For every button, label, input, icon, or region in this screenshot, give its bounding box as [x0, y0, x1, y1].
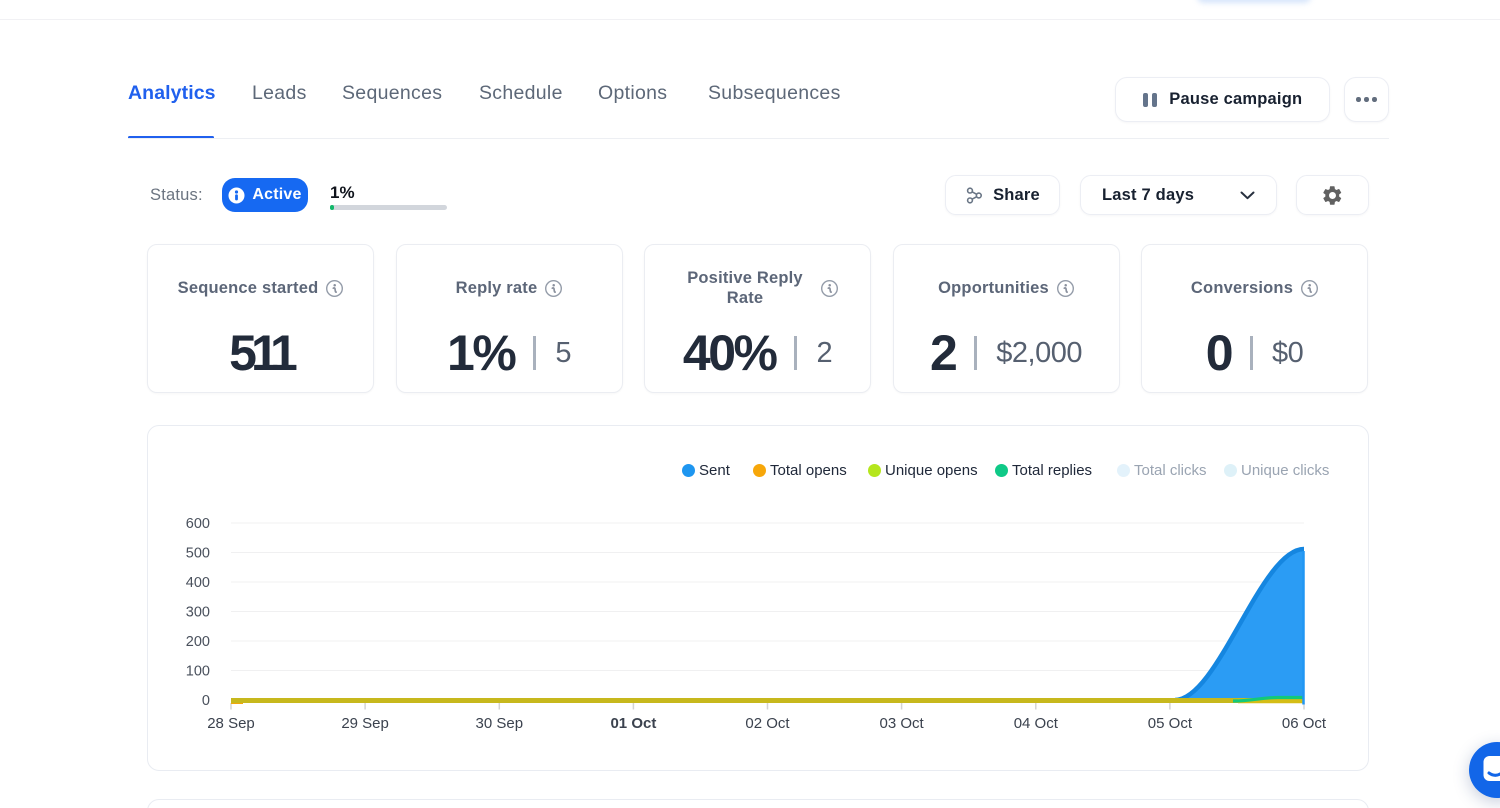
svg-text:200: 200	[186, 634, 210, 650]
svg-text:600: 600	[186, 516, 210, 532]
svg-text:04 Oct: 04 Oct	[1014, 715, 1059, 732]
svg-text:28 Sep: 28 Sep	[207, 715, 255, 732]
svg-text:30 Sep: 30 Sep	[476, 715, 524, 732]
svg-text:02 Oct: 02 Oct	[745, 715, 790, 732]
svg-text:29 Sep: 29 Sep	[341, 715, 389, 732]
svg-text:0: 0	[202, 693, 210, 709]
svg-text:300: 300	[186, 605, 210, 621]
svg-text:01 Oct: 01 Oct	[610, 715, 656, 732]
svg-text:400: 400	[186, 575, 210, 591]
svg-text:100: 100	[186, 664, 210, 680]
svg-text:05 Oct: 05 Oct	[1148, 715, 1193, 732]
svg-text:03 Oct: 03 Oct	[880, 715, 925, 732]
svg-text:06 Oct: 06 Oct	[1282, 715, 1327, 732]
svg-text:500: 500	[186, 546, 210, 562]
